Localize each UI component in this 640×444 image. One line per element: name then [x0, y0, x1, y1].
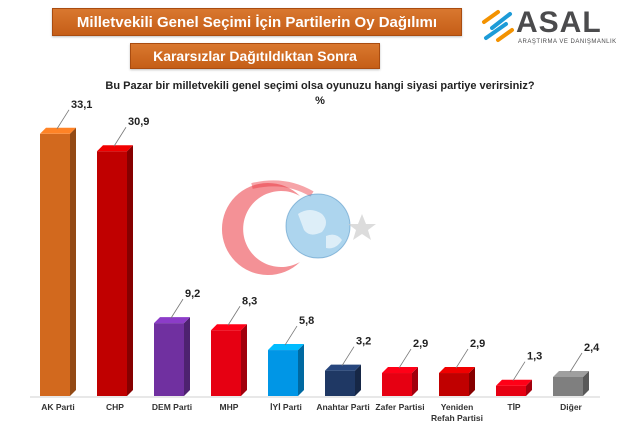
data-label: 8,3 — [242, 295, 257, 307]
chart-subtitle-banner: Kararsızlar Dağıtıldıktan Sonra — [130, 43, 380, 69]
category-label: Zafer Partisi — [375, 402, 424, 412]
bar-9: 1,3 TİP — [496, 351, 542, 412]
bar-top — [439, 367, 475, 374]
leader-line — [227, 306, 241, 326]
asal-logo-icon — [482, 10, 514, 42]
bar-front — [496, 385, 526, 396]
category-label: Diğer — [560, 402, 582, 412]
bar-6: 3,2 Anahtar Parti — [316, 336, 371, 412]
chart-subtitle: Kararsızlar Dağıtıldıktan Sonra — [153, 48, 357, 64]
bar-side — [241, 324, 247, 396]
bar-front — [439, 373, 469, 396]
category-label: CHP — [106, 402, 124, 412]
bar-top — [382, 367, 418, 374]
category-label: Anahtar Parti — [316, 402, 369, 412]
leader-line — [569, 352, 583, 373]
data-label: 2,9 — [413, 338, 428, 350]
leader-line — [341, 346, 355, 366]
data-label: 5,8 — [299, 315, 314, 327]
bar-side — [412, 367, 418, 396]
bar-top — [496, 379, 532, 386]
data-label: 3,2 — [356, 336, 371, 348]
data-label: 30,9 — [128, 116, 149, 128]
logo-name: ASAL — [516, 6, 602, 39]
bar-side — [355, 364, 361, 396]
watermark-emblem — [221, 180, 376, 275]
bar-7: 2,9 Zafer Partisi — [375, 338, 428, 412]
unit-label: % — [315, 95, 325, 107]
bar-5: 5,8 İYİ Parti — [268, 315, 314, 412]
bars-group: 33,1 AK Parti 30,9 CHP 9,2 DEM Parti 8,3 MHP 5,8… — [30, 99, 600, 423]
bar-side — [184, 317, 190, 396]
category-label: TİP — [507, 402, 521, 412]
bar-1: 33,1 AK Parti — [40, 99, 92, 412]
bar-top — [154, 317, 190, 324]
leader-line — [113, 127, 127, 147]
logo-tagline: ARAŞTIRMA VE DANIŞMANLIK — [518, 39, 617, 45]
chart-title-banner: Milletvekili Genel Seçimi İçin Partileri… — [52, 8, 462, 36]
data-label: 9,2 — [185, 288, 200, 300]
category-label: MHP — [220, 402, 239, 412]
leader-line — [170, 298, 184, 319]
bar-front — [211, 330, 241, 396]
bar-front — [154, 323, 184, 396]
bar-side — [70, 127, 76, 396]
category-label: Refah Partisi — [431, 413, 483, 423]
bar-front — [97, 151, 127, 396]
bar-top — [553, 370, 589, 377]
bar-front — [325, 370, 355, 396]
bar-top — [211, 324, 247, 331]
bar-front — [553, 376, 583, 396]
leader-line — [455, 348, 469, 369]
bar-2: 30,9 CHP — [97, 116, 149, 412]
category-label: İYİ Parti — [270, 402, 302, 412]
leader-line — [56, 109, 70, 130]
leader-line — [284, 325, 298, 346]
asal-logo: ASAL ARAŞTIRMA VE DANIŞMANLIK — [480, 6, 630, 48]
bar-4: 8,3 MHP — [211, 295, 257, 412]
survey-question: Bu Pazar bir milletvekili genel seçimi o… — [105, 80, 535, 92]
data-label: 33,1 — [71, 99, 92, 111]
leader-line — [512, 361, 526, 381]
bar-side — [469, 367, 475, 396]
bar-top — [40, 127, 76, 134]
bar-top — [325, 364, 361, 371]
bar-10: 2,4 Diğer — [553, 342, 600, 412]
data-label: 1,3 — [527, 351, 542, 363]
bar-side — [298, 344, 304, 396]
bar-side — [526, 379, 532, 396]
bar-front — [382, 373, 412, 396]
data-label: 2,4 — [584, 342, 600, 354]
bar-top — [97, 145, 133, 152]
data-label: 2,9 — [470, 338, 485, 350]
category-label: AK Parti — [41, 402, 75, 412]
bar-front — [268, 350, 298, 396]
category-label: Yeniden — [441, 402, 474, 412]
bar-top — [268, 344, 304, 351]
bar-front — [40, 133, 70, 396]
bar-3: 9,2 DEM Parti — [152, 288, 200, 412]
category-label: DEM Parti — [152, 402, 192, 412]
chart-title: Milletvekili Genel Seçimi İçin Partileri… — [76, 13, 438, 31]
leader-line — [398, 348, 412, 369]
bar-side — [127, 145, 133, 396]
bar-side — [583, 370, 589, 396]
